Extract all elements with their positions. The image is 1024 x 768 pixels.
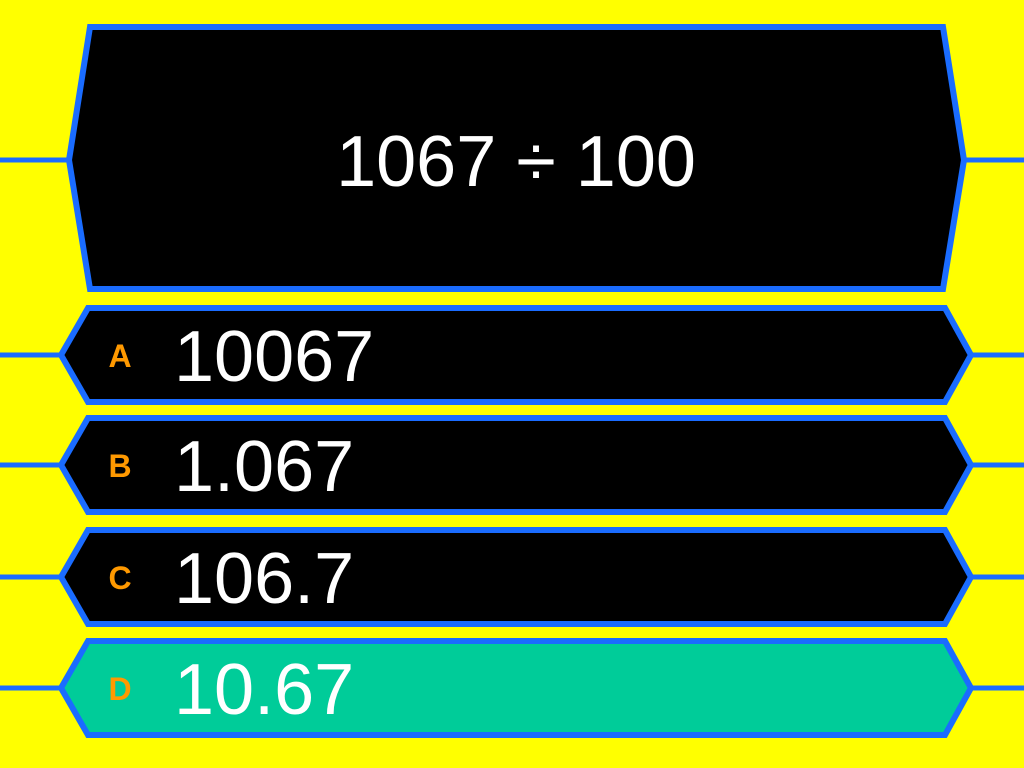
- answer-option-c[interactable]: C 106.7: [0, 527, 1024, 627]
- question-panel: 1067 ÷ 100: [0, 24, 1024, 292]
- question-text: 1067 ÷ 100: [336, 122, 696, 202]
- answer-box[interactable]: [57, 305, 975, 405]
- answer-option-d[interactable]: D 10.67: [0, 638, 1024, 738]
- answer-box[interactable]: [57, 638, 975, 738]
- answer-box[interactable]: [57, 415, 975, 515]
- answer-letter: C: [108, 560, 131, 596]
- answer-text: 106.7: [174, 539, 354, 619]
- answer-text: 10.67: [174, 650, 354, 730]
- answer-option-b[interactable]: B 1.067: [0, 415, 1024, 515]
- answer-text: 10067: [174, 317, 374, 397]
- answer-letter: B: [108, 448, 131, 484]
- answer-letter: A: [108, 338, 131, 374]
- answer-text: 1.067: [174, 427, 354, 507]
- answer-box[interactable]: [57, 527, 975, 627]
- answer-option-a[interactable]: A 10067: [0, 305, 1024, 405]
- answer-letter: D: [108, 671, 131, 707]
